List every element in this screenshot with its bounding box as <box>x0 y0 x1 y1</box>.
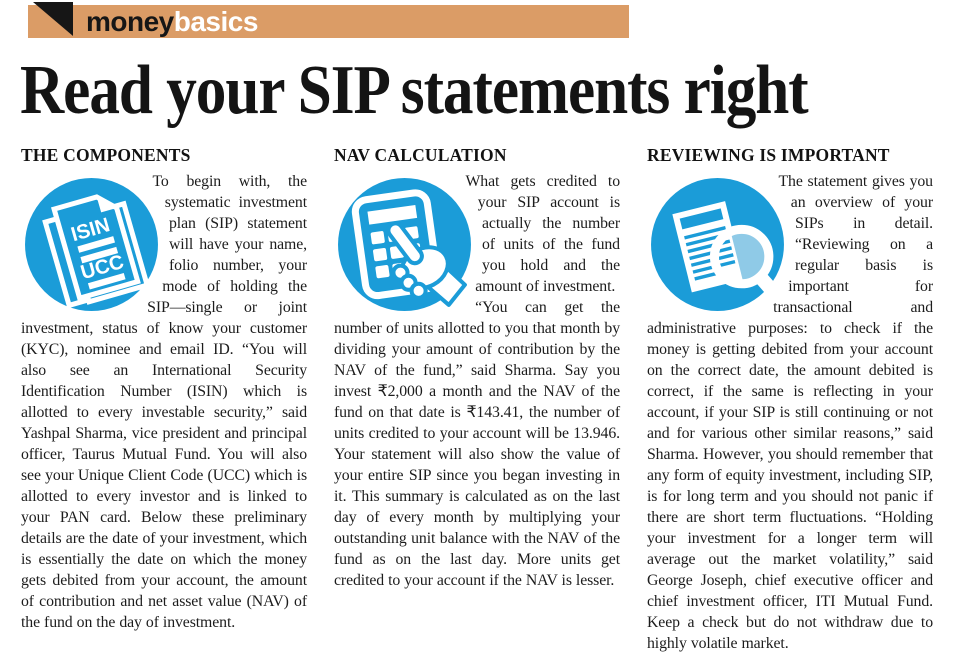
column-heading: THE COMPONENTS <box>21 145 191 165</box>
magnifier-document-icon <box>647 174 788 315</box>
paragraph: What gets credited to your SIP account i… <box>465 173 620 296</box>
paragraph: “You can get the number of units allotte… <box>334 299 620 590</box>
section-banner: moneybasics <box>28 2 629 38</box>
isin-ucc-documents-icon: ISIN UCC <box>21 174 162 315</box>
column-heading: NAV CALCULATION <box>334 145 507 165</box>
section-wordmark: moneybasics <box>86 6 258 37</box>
column-reviewing-is-important: REVIEWING IS IMPORTANT <box>647 145 933 654</box>
paragraph: The statement gives you an overview of y… <box>647 173 933 653</box>
article-headline: Read your SIP statements right <box>20 51 809 129</box>
column-the-components: THE COMPONENTS ISIN UCC To begin with, t… <box>21 145 307 654</box>
section-wordmark-money: money <box>86 6 174 37</box>
section-marker-icon <box>33 2 73 36</box>
section-wordmark-basics: basics <box>173 6 259 37</box>
article-columns: THE COMPONENTS ISIN UCC To begin with, t… <box>21 145 933 654</box>
column-heading: REVIEWING IS IMPORTANT <box>647 145 890 165</box>
column-nav-calculation: NAV CALCULATION <box>334 145 620 654</box>
calculator-hand-icon <box>334 174 475 315</box>
paragraph: To begin with, the systematic investment… <box>21 173 307 632</box>
